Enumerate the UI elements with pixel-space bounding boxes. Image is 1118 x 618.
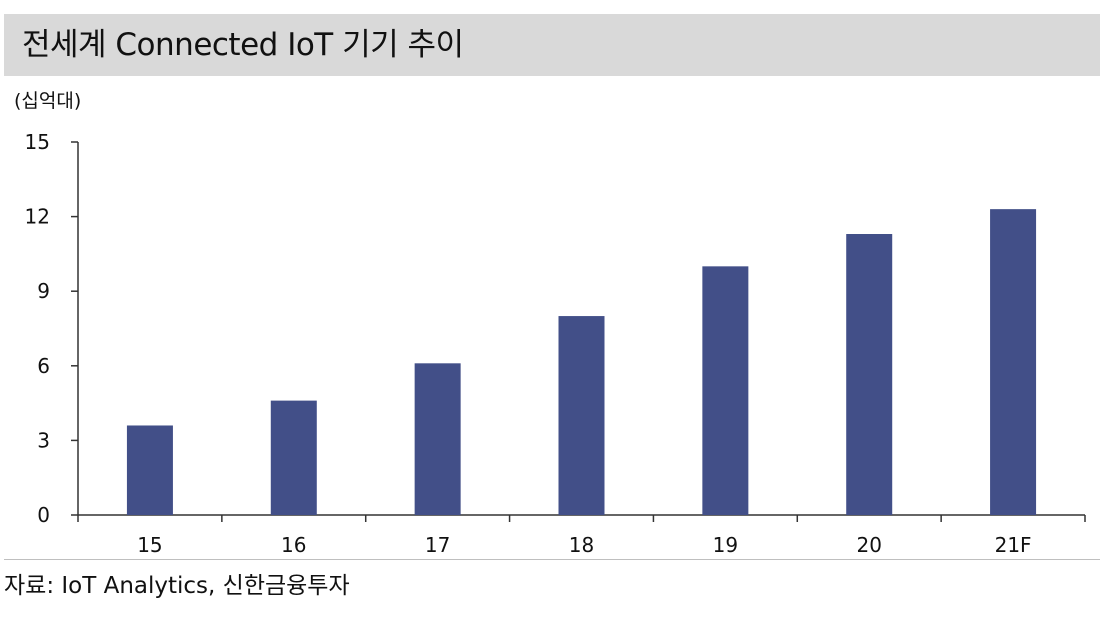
y-tick-label: 15 [25,130,50,154]
unit-label: (십억대) [14,90,82,112]
bar [990,209,1037,515]
x-tick-label: 18 [569,533,594,557]
x-tick-label: 17 [425,533,450,557]
y-tick-label: 12 [25,205,50,229]
bar-chart: 0 3 6 9 12 15 15 16 17 18 19 20 21F [25,130,1086,557]
footer-divider [4,559,1100,560]
bar [414,363,461,515]
x-tick-label: 19 [713,533,738,557]
bar [270,400,317,515]
x-tick-label: 20 [856,533,881,557]
bar [558,316,605,515]
x-tick-label: 16 [281,533,306,557]
chart-title: 전세계 Connected IoT 기기 추이 [22,27,464,63]
source-note: 자료: IoT Analytics, 신한금융투자 [4,573,350,599]
bar [846,234,893,516]
y-tick-label: 0 [37,503,50,527]
bar [126,425,173,515]
x-tick-label: 15 [137,533,162,557]
x-tick-label: 21F [995,533,1032,557]
y-tick-label: 9 [37,279,50,303]
title-bar: 전세계 Connected IoT 기기 추이 [4,14,1100,76]
bar [702,266,749,515]
y-tick-label: 3 [37,428,50,452]
y-tick-label: 6 [37,354,50,378]
